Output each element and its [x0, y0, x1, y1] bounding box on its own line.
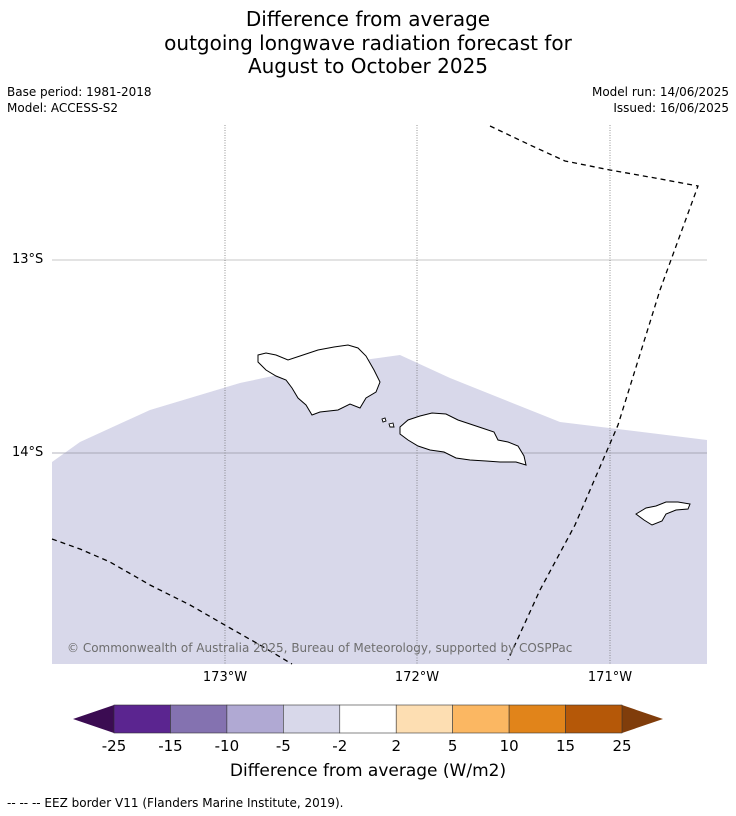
colorbar-label: Difference from average (W/m2)	[229, 761, 507, 781]
colorbar-segment	[339, 704, 397, 734]
lat-label-14s: 14°S	[12, 445, 44, 460]
colorbar-tick-label: 10	[499, 737, 519, 755]
colorbar-segment	[508, 704, 566, 734]
colorbar-tick-label: -5	[275, 737, 291, 755]
island-manono	[388, 422, 395, 428]
title-line-2: outgoing longwave radiation forecast for	[164, 30, 572, 55]
lon-label-172w: 172°W	[394, 670, 440, 685]
island-tutuila	[635, 501, 691, 526]
copyright-notice: © Commonwealth of Australia 2025, Bureau…	[67, 641, 573, 655]
anomaly-region	[52, 355, 707, 664]
lat-label-13s: 13°S	[12, 252, 44, 267]
colorbar-tick-label: -10	[214, 737, 240, 755]
meta-left: Base period: 1981-2018 Model: ACCESS-S2	[7, 84, 152, 116]
colorbar-tick-label: 5	[447, 737, 458, 755]
colorbar-segment	[565, 704, 623, 734]
colorbar-segment	[283, 704, 341, 734]
colorbar-segment	[226, 704, 284, 734]
island-savaii	[257, 344, 381, 416]
colorbar-segment	[113, 704, 171, 734]
base-period: Base period: 1981-2018	[7, 85, 152, 99]
colorbar-tick-label: 15	[556, 737, 576, 755]
issued-date: Issued: 16/06/2025	[613, 101, 729, 115]
colorbar-tick-label: -15	[158, 737, 183, 755]
lon-label-173w: 173°W	[202, 670, 248, 685]
colorbar-segment	[452, 704, 510, 734]
model-run: Model run: 14/06/2025	[591, 85, 729, 99]
colorbar	[73, 704, 663, 734]
colorbar-segment	[170, 704, 228, 734]
chart-title: Difference from average outgoing longwav…	[0, 7, 736, 79]
island-apolima	[381, 417, 387, 423]
lon-label-171w: 171°W	[587, 670, 633, 685]
colorbar-tick-label: 2	[391, 737, 401, 755]
colorbar-extend-high	[622, 705, 663, 733]
title-line-1: Difference from average	[245, 7, 491, 31]
model-name: Model: ACCESS-S2	[7, 101, 119, 115]
colorbar-tick-label: -2	[332, 737, 348, 755]
colorbar-segment	[395, 704, 453, 734]
meta-right: Model run: 14/06/2025 Issued: 16/06/2025	[592, 84, 729, 116]
colorbar-tick-label: -25	[101, 737, 127, 755]
title-line-3: August to October 2025	[247, 54, 489, 78]
island-upolu	[399, 412, 527, 466]
eez-footnote: -- -- -- EEZ border V11 (Flanders Marine…	[7, 796, 344, 810]
colorbar-extend-low	[73, 705, 114, 733]
eez-border-south	[51, 538, 293, 665]
eez-border-north	[489, 125, 699, 661]
colorbar-tick-label: 25	[612, 737, 632, 755]
